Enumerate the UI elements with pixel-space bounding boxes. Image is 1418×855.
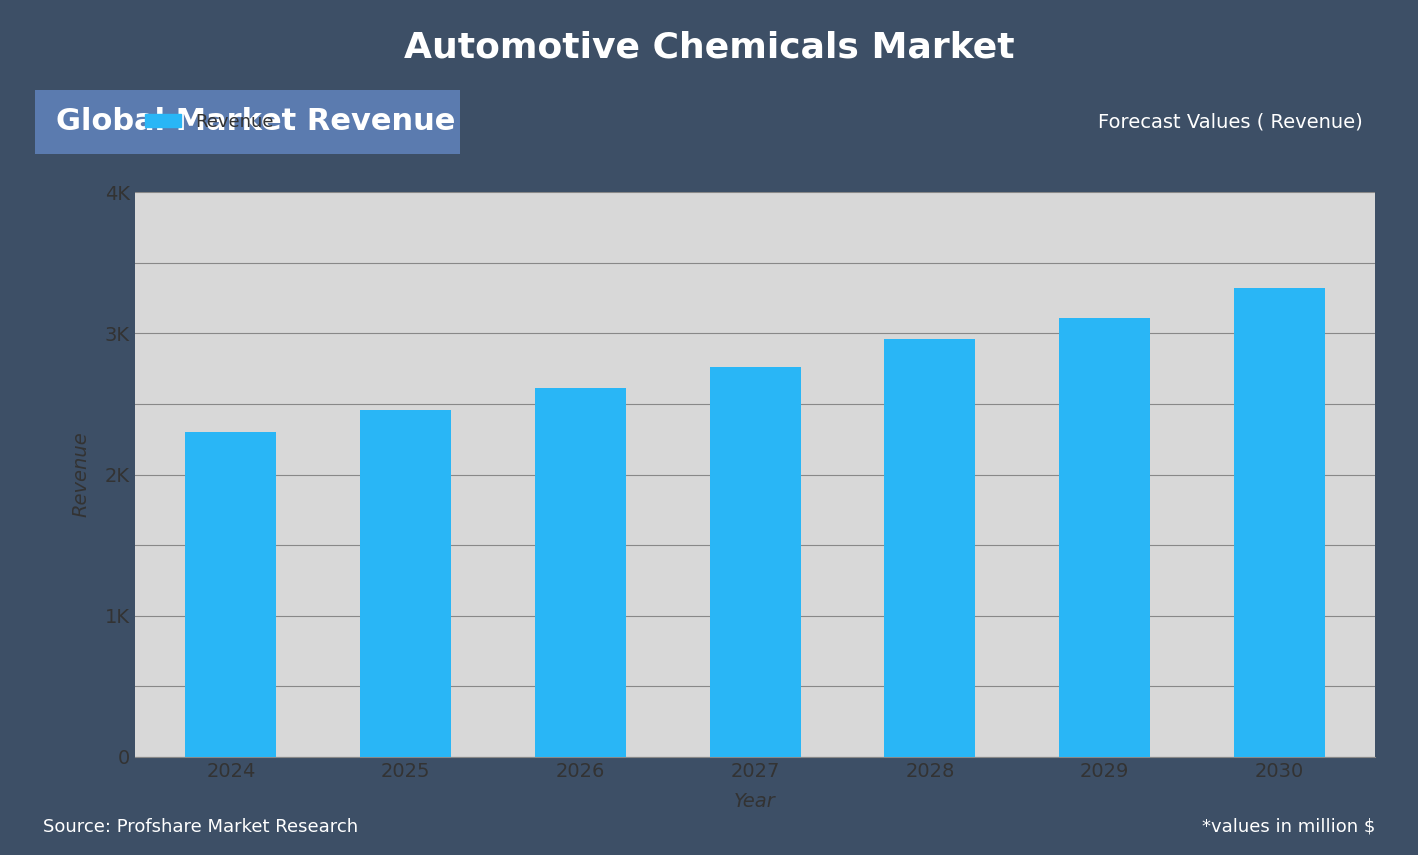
Bar	[1059, 318, 1150, 757]
Text: Automotive Chemicals Market: Automotive Chemicals Market	[404, 30, 1014, 64]
Legend: Revenue: Revenue	[138, 105, 281, 138]
X-axis label: Year: Year	[735, 792, 776, 811]
Bar	[535, 388, 625, 757]
FancyBboxPatch shape	[35, 90, 459, 154]
Text: *values in million $: *values in million $	[1202, 817, 1375, 836]
Bar	[709, 368, 801, 757]
Text: Forecast Values ( Revenue): Forecast Values ( Revenue)	[1098, 112, 1363, 132]
Bar	[1234, 288, 1324, 757]
Bar	[360, 410, 451, 757]
Y-axis label: Revenue: Revenue	[72, 432, 91, 517]
Bar	[186, 432, 277, 757]
Text: Global Market Revenue: Global Market Revenue	[55, 108, 455, 136]
Bar	[885, 339, 976, 757]
Text: Source: Profshare Market Research: Source: Profshare Market Research	[43, 817, 357, 836]
